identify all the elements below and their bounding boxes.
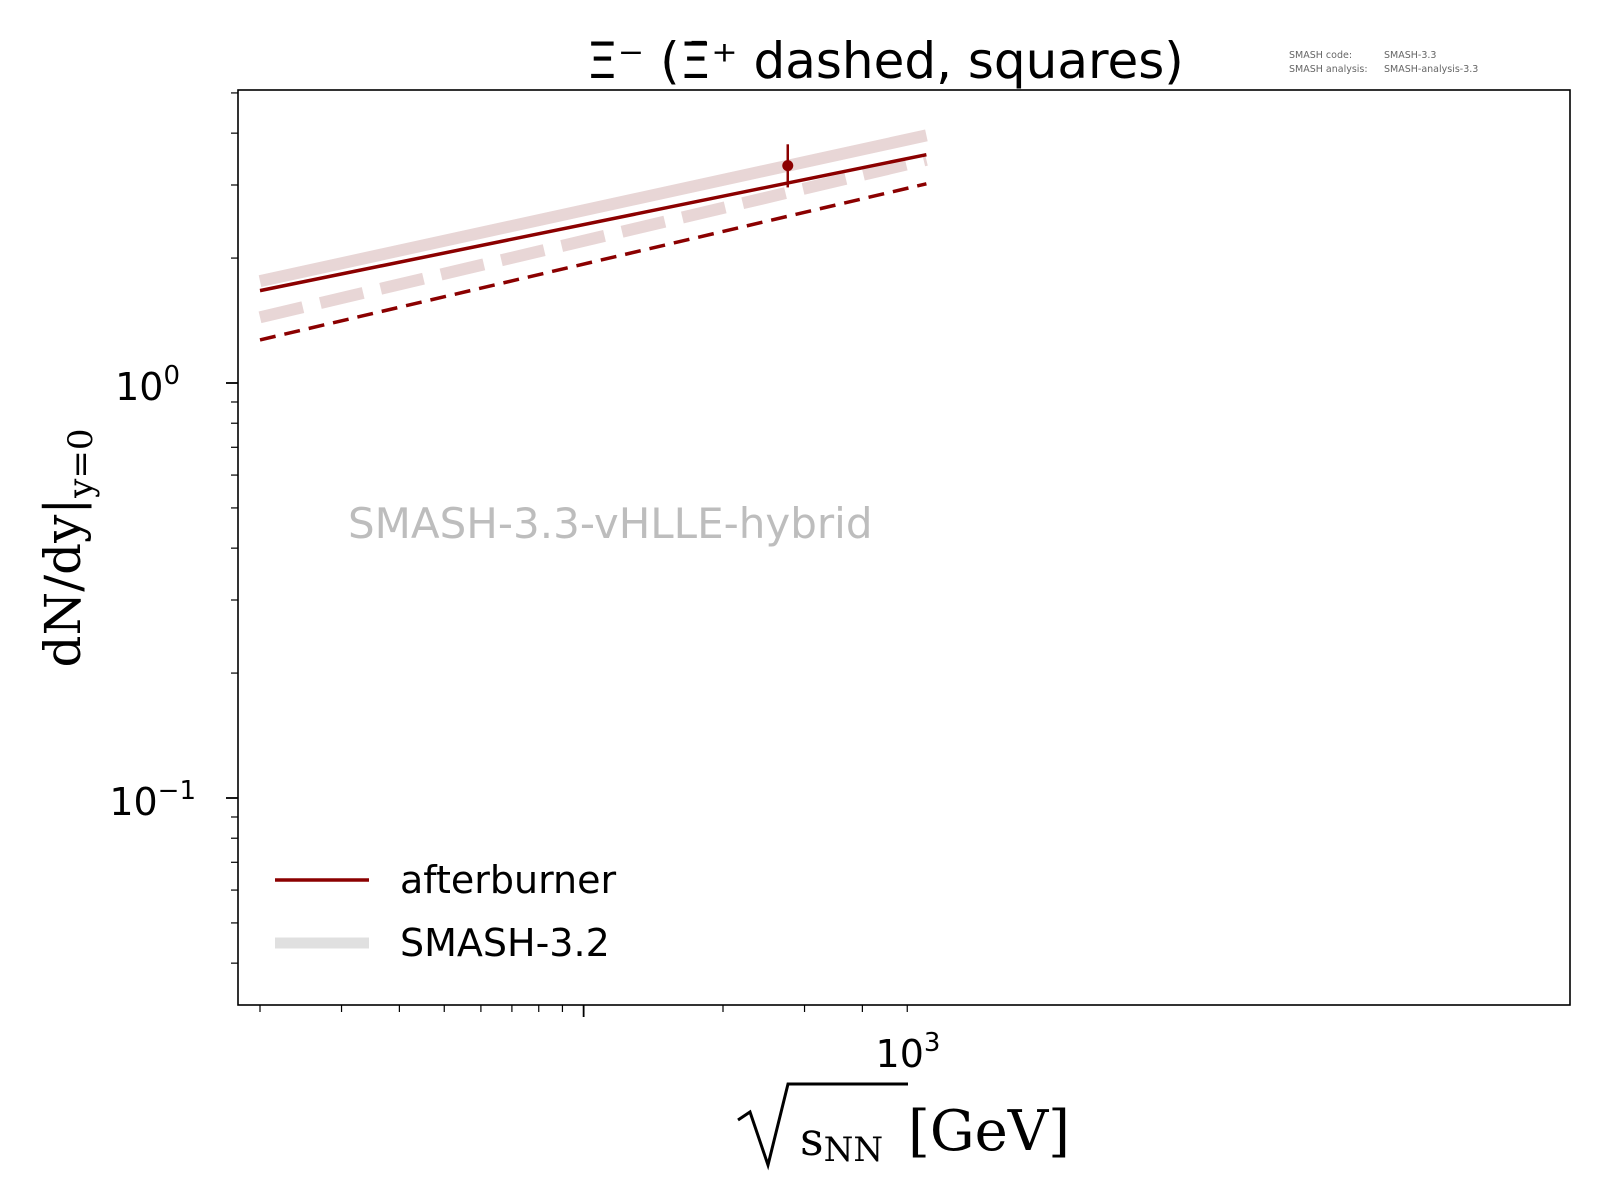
y-tick-label-0.1: 10−1 [109,776,196,824]
series-line-xi_minus_smash32 [258,129,928,287]
series-line-xi_plus_smash32 [258,153,928,324]
y-axis-label: dN/dy|y=0 [34,428,101,667]
watermark: SMASH-3.3-vHLLE-hybrid [348,499,873,548]
ticks-layer [226,92,908,1017]
info-code-label: SMASH code: [1289,50,1352,61]
legend: afterburner SMASH-3.2 [275,858,617,965]
y-tick-label-1: 100 [115,361,180,409]
x-axis-label: sNN [GeV] [737,1082,1070,1171]
data-point-0 [782,160,794,172]
x-axis-unit: [GeV] [908,1099,1070,1164]
info-analysis-label: SMASH analysis: [1289,64,1368,75]
info-analysis-value: SMASH-analysis-3.3 [1384,64,1478,75]
chart-title: Ξ⁻ (Ξ̄⁺ dashed, squares) [586,32,1184,90]
series-line-xi_minus_afterburner [259,152,927,293]
legend-label-smash32: SMASH-3.2 [400,921,610,965]
plot-frame [237,89,1571,1006]
series-layer [258,129,928,342]
series-line-xi_plus_afterburner [259,182,927,342]
svg-text:sNN: sNN [800,1112,883,1170]
data-points-layer [782,144,794,188]
info-code-value: SMASH-3.3 [1384,50,1436,61]
legend-label-afterburner: afterburner [400,858,617,902]
x-tick-label-1000: 103 [876,1028,941,1076]
sqrt-symbol [737,1082,908,1171]
